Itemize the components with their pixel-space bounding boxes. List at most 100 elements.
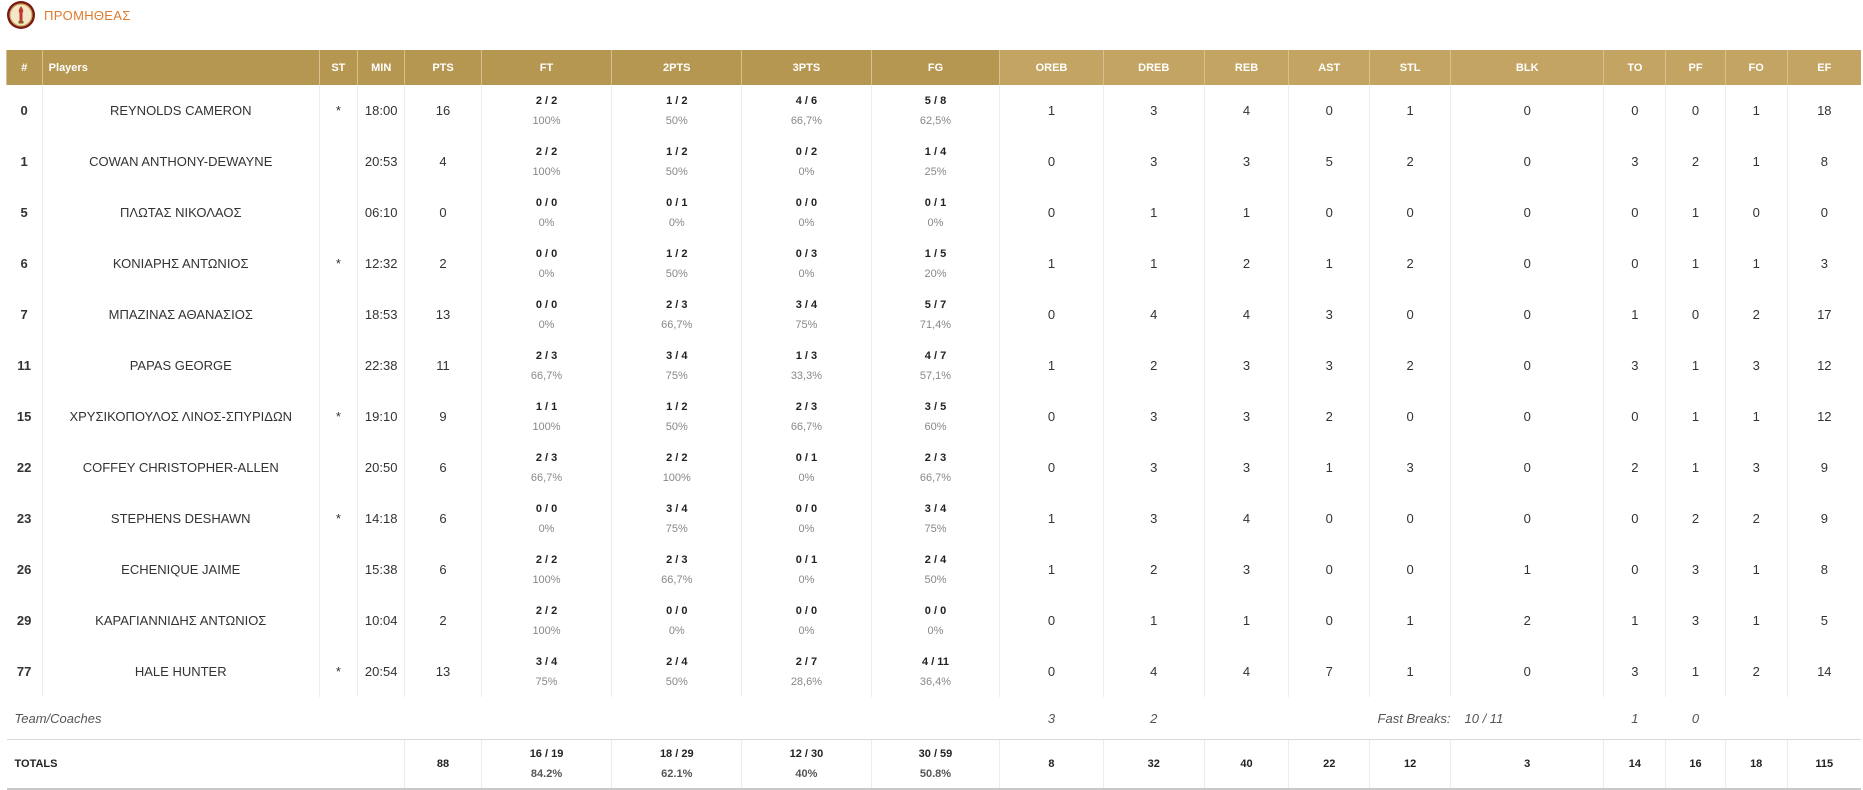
col-header-fg[interactable]: FG <box>870 50 1000 85</box>
player-blk: 2 <box>1450 595 1604 646</box>
player-ast: 3 <box>1288 289 1370 340</box>
player-ef: 17 <box>1786 289 1861 340</box>
player-points: 2 <box>404 238 482 289</box>
player-two-stat: 2 / 3 66,7% <box>611 544 742 595</box>
player-points: 11 <box>404 340 482 391</box>
player-name-link[interactable]: COWAN ANTHONY-DEWAYNE <box>41 136 320 187</box>
col-header-pf[interactable]: PF <box>1665 50 1726 85</box>
made-attempted: 0 / 0 <box>535 247 558 260</box>
col-header-players[interactable]: Players <box>41 50 320 85</box>
made-attempted: 1 / 4 <box>924 145 947 158</box>
col-header-3pts[interactable]: 3PTS <box>741 50 872 85</box>
fast-breaks-value: 10 / 11 <box>1464 710 1504 726</box>
player-fg-stat: 4 / 11 36,4% <box>870 646 1000 697</box>
player-name-link[interactable]: ECHENIQUE JAIME <box>41 544 320 595</box>
team-header: ΠΡΟΜΗΘΕΑΣ <box>6 0 131 30</box>
player-pf: 1 <box>1665 442 1726 493</box>
player-name-link[interactable]: ΚΑΡΑΓΙΑΝΝΙΔΗΣ ΑΝΤΩΝΙΟΣ <box>41 595 320 646</box>
player-ef: 18 <box>1786 85 1861 136</box>
col-header-stl[interactable]: STL <box>1369 50 1451 85</box>
made-attempted: 4 / 11 <box>922 655 949 668</box>
player-number: 5 <box>20 205 28 220</box>
col-header-2pts[interactable]: 2PTS <box>611 50 742 85</box>
player-name-link[interactable]: ΠΛΩΤΑΣ ΝΙΚΟΛΑΟΣ <box>41 187 320 238</box>
player-starter-mark: * <box>318 493 358 544</box>
player-number: 6 <box>20 256 28 271</box>
totals-empty-min <box>357 739 405 790</box>
col-header-blk[interactable]: BLK <box>1450 50 1604 85</box>
totals-2pts: 18 / 29 62.1% <box>611 739 742 790</box>
player-name-link[interactable]: ΜΠΑΖΙΝΑΣ ΑΘΑΝΑΣΙΟΣ <box>41 289 320 340</box>
player-starter-mark <box>318 442 358 493</box>
player-name-link[interactable]: ΧΡΥΣΙΚΟΠΟΥΛΟΣ ΛΙΝΟΣ-ΣΠΥΡΙΔΩΝ <box>41 391 320 442</box>
player-minutes: 18:00 <box>356 85 405 136</box>
player-ft-stat: 2 / 2 100% <box>480 85 612 136</box>
col-header-fo[interactable]: FO <box>1724 50 1788 85</box>
player-pf: 1 <box>1665 646 1726 697</box>
player-name-link[interactable]: REYNOLDS CAMERON <box>41 85 320 136</box>
col-header-min[interactable]: MIN <box>356 50 405 85</box>
col-header-pts[interactable]: PTS <box>404 50 482 85</box>
player-to: 1 <box>1603 289 1666 340</box>
made-attempted: 2 / 3 <box>666 553 688 566</box>
player-ef: 0 <box>1786 187 1861 238</box>
player-reb: 1 <box>1203 187 1289 238</box>
player-fo: 3 <box>1724 442 1788 493</box>
player-minutes: 15:38 <box>356 544 405 595</box>
player-ft-stat: 0 / 0 0% <box>480 289 612 340</box>
player-oreb: 1 <box>999 85 1104 136</box>
made-attempted: 2 / 2 <box>535 145 558 158</box>
made-attempted: 1 / 2 <box>666 94 688 107</box>
player-stl: 0 <box>1369 544 1451 595</box>
fast-breaks-label: Fast Breaks: <box>1377 710 1451 726</box>
player-name-link[interactable]: HALE HUNTER <box>41 646 320 697</box>
col-header-ef[interactable]: EF <box>1786 50 1861 85</box>
player-pf: 2 <box>1665 136 1726 187</box>
player-ast: 1 <box>1288 238 1370 289</box>
player-reb: 4 <box>1203 85 1289 136</box>
player-starter-mark: * <box>318 85 358 136</box>
player-two-stat: 3 / 4 75% <box>611 340 742 391</box>
player-row: 77 HALE HUNTER * 20:54 13 3 / 4 75% 2 / 4 50% 2 /… <box>7 646 1861 697</box>
col-header-st[interactable]: ST <box>318 50 358 85</box>
player-two-stat: 1 / 2 50% <box>611 391 742 442</box>
player-number: 77 <box>16 664 32 679</box>
player-number: 23 <box>16 511 32 526</box>
col-header-ft[interactable]: FT <box>480 50 612 85</box>
col-header-reb[interactable]: REB <box>1203 50 1289 85</box>
made-attempted: 2 / 4 <box>924 553 947 566</box>
percentage: 100% <box>532 573 561 586</box>
player-to: 1 <box>1603 595 1666 646</box>
player-three-stat: 2 / 7 28,6% <box>741 646 872 697</box>
col-header-oreb[interactable]: OREB <box>999 50 1104 85</box>
player-name-link[interactable]: COFFEY CHRISTOPHER-ALLEN <box>41 442 320 493</box>
percentage: 75% <box>665 522 688 535</box>
made-attempted: 0 / 2 <box>795 145 818 158</box>
totals-ast: 22 <box>1288 739 1370 790</box>
player-ast: 5 <box>1288 136 1370 187</box>
percentage: 20% <box>924 267 947 280</box>
percentage: 100% <box>662 471 691 484</box>
player-name-link[interactable]: ΚΟΝΙΑΡΗΣ ΑΝΤΩΝΙΟΣ <box>41 238 320 289</box>
percentage: 66,7% <box>790 420 823 433</box>
player-two-stat: 2 / 2 100% <box>611 442 742 493</box>
player-two-stat: 1 / 2 50% <box>611 136 742 187</box>
percentage: 0% <box>927 216 944 229</box>
player-stl: 3 <box>1369 442 1451 493</box>
col-header-dreb[interactable]: DREB <box>1102 50 1205 85</box>
player-name-link[interactable]: PAPAS GEORGE <box>41 340 320 391</box>
player-reb: 2 <box>1203 238 1289 289</box>
player-oreb: 0 <box>999 595 1104 646</box>
player-points: 6 <box>404 442 482 493</box>
totals-fg: 30 / 59 50.8% <box>870 739 1000 790</box>
col-header-to[interactable]: TO <box>1603 50 1666 85</box>
player-ef: 9 <box>1786 442 1861 493</box>
header-row: # Players ST MIN PTS FT 2PTS 3PTS FG ORE… <box>6 50 1861 85</box>
player-three-stat: 0 / 1 0% <box>741 544 872 595</box>
player-points: 0 <box>404 187 482 238</box>
player-name-link[interactable]: STEPHENS DESHAWN <box>41 493 320 544</box>
percentage: 100% <box>532 420 561 433</box>
player-dreb: 3 <box>1102 136 1205 187</box>
team-name[interactable]: ΠΡΟΜΗΘΕΑΣ <box>44 7 131 23</box>
col-header-ast[interactable]: AST <box>1288 50 1370 85</box>
